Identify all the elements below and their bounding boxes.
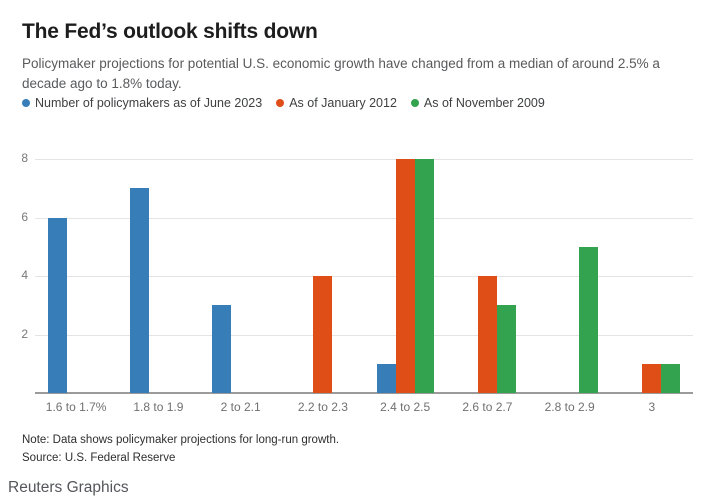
bar — [661, 363, 681, 393]
gridline — [35, 276, 693, 277]
x-tick-label: 3 — [648, 400, 656, 414]
legend-label: As of January 2012 — [289, 96, 397, 110]
legend-dot-icon — [276, 99, 285, 107]
note-line: Note: Data shows policymaker projections… — [22, 434, 340, 446]
footnotes: Note: Data shows policymaker projections… — [22, 431, 339, 467]
bar — [376, 363, 396, 393]
x-tick-label: 1.8 to 1.9 — [133, 400, 184, 414]
bar — [47, 217, 67, 393]
x-tick-label: 2.2 to 2.3 — [297, 400, 348, 414]
bar — [579, 246, 599, 393]
legend-label: As of November 2009 — [423, 96, 545, 110]
credit-line: Reuters Graphics — [8, 479, 129, 496]
y-tick-label: 2 — [21, 326, 28, 341]
source-line: Source: U.S. Federal Reserve — [22, 452, 176, 464]
legend-item: As of November 2009 — [410, 96, 545, 110]
y-tick-label: 8 — [21, 151, 28, 165]
x-tick-label: 1.6 to 1.7% — [45, 400, 107, 414]
legend-dot-icon — [22, 99, 30, 107]
legend-item: As of January 2012 — [276, 96, 397, 110]
chart-subtitle: Policymaker projections for potential U.… — [22, 55, 660, 91]
gridline — [35, 159, 693, 160]
x-tick-label: 2.8 to 2.9 — [544, 400, 595, 414]
legend-item: Number of policymakers as of June 2023 — [22, 96, 262, 110]
x-tick-label: 2.6 to 2.7 — [462, 400, 513, 414]
legend-label: Number of policymakers as of June 2023 — [35, 96, 263, 110]
bar — [313, 276, 333, 393]
y-tick-label: 6 — [21, 209, 28, 224]
x-axis: 1.6 to 1.7% 1.8 to 1.9 2 to 2.1 2.2 to 2.3 2… — [35, 400, 693, 416]
bar — [395, 159, 415, 393]
bar — [642, 363, 662, 393]
gridline — [35, 217, 693, 219]
gridline — [35, 334, 693, 336]
y-tick-label: 4 — [21, 268, 28, 282]
bar — [212, 305, 232, 393]
bar — [414, 159, 434, 393]
x-tick-label: 2.4 to 2.5 — [380, 400, 431, 414]
page-title: The Fed’s outlook shifts down — [22, 20, 318, 44]
bar — [129, 188, 149, 393]
x-axis-line — [35, 392, 693, 394]
plot-area — [35, 159, 693, 394]
y-axis: 2 4 6 8 — [0, 151, 30, 393]
chart-legend: Number of policymakers as of June 2023 As… — [22, 96, 545, 110]
x-tick-label: 2 to 2.1 — [220, 400, 261, 414]
bar — [496, 305, 516, 393]
bar — [477, 276, 497, 393]
legend-dot-icon — [410, 99, 419, 107]
